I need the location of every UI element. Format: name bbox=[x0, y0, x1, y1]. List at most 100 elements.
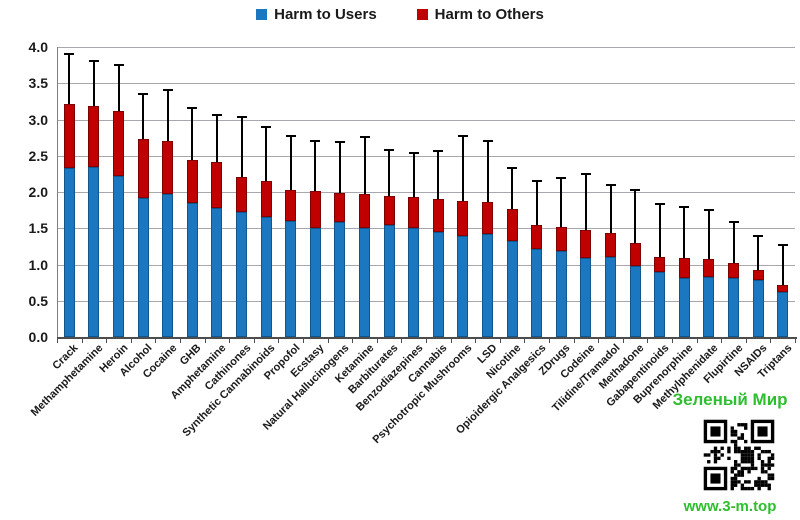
harm-to-others-segment bbox=[88, 105, 100, 168]
harm-to-others-segment bbox=[309, 191, 321, 228]
x-axis-tick bbox=[745, 339, 747, 343]
error-bar bbox=[461, 136, 464, 202]
bar-cocaine bbox=[162, 47, 174, 337]
error-bar bbox=[117, 65, 120, 111]
bar-benzodiazepines bbox=[408, 47, 420, 337]
error-bar-cap bbox=[507, 167, 518, 170]
error-bar bbox=[486, 141, 489, 203]
x-axis-tick bbox=[57, 339, 58, 343]
harm-to-others-segment bbox=[777, 284, 789, 293]
harm-to-users-segment bbox=[309, 227, 321, 337]
x-axis-tick bbox=[229, 339, 231, 343]
x-axis-line bbox=[57, 337, 797, 339]
error-bar-cap bbox=[64, 53, 75, 56]
y-tick-label: 3.0 bbox=[28, 111, 48, 128]
harm-to-users-segment bbox=[260, 216, 272, 337]
error-bar bbox=[215, 115, 218, 163]
legend: Harm to Users Harm to Others bbox=[0, 6, 800, 23]
bar-methylphenidate bbox=[703, 47, 715, 337]
harm-to-others-segment bbox=[285, 189, 297, 221]
users-legend-swatch bbox=[256, 9, 268, 20]
harm-to-users-segment bbox=[432, 231, 444, 337]
harm-to-users-segment bbox=[113, 176, 124, 337]
y-tick-label: 2.5 bbox=[28, 147, 48, 164]
bar-zdrugs bbox=[555, 47, 567, 337]
x-axis-tick bbox=[795, 339, 796, 343]
error-bar bbox=[584, 173, 587, 231]
x-axis-tick bbox=[426, 339, 427, 343]
gridline bbox=[57, 228, 795, 230]
harm-to-users-segment bbox=[359, 228, 370, 337]
y-tick-label: 3.5 bbox=[28, 75, 48, 92]
error-bar-cap bbox=[703, 209, 714, 212]
x-axis-tick bbox=[81, 339, 83, 343]
error-bar bbox=[511, 168, 514, 210]
error-bar bbox=[634, 189, 637, 243]
error-bar bbox=[707, 210, 710, 260]
harm-to-users-segment bbox=[63, 168, 75, 337]
bar-cannabis bbox=[432, 47, 444, 337]
watermark-url: www.3-m.top bbox=[683, 498, 777, 515]
x-axis-tick bbox=[376, 339, 378, 343]
bar-heroin bbox=[113, 47, 124, 337]
bar-ghb bbox=[186, 47, 198, 337]
x-axis-tick bbox=[524, 339, 526, 343]
harm-to-users-segment bbox=[408, 227, 420, 337]
x-axis-tick bbox=[327, 339, 329, 343]
error-bar-cap bbox=[408, 151, 419, 154]
x-axis-tick bbox=[253, 339, 255, 343]
bar-alcohol bbox=[137, 47, 149, 337]
harm-to-others-segment bbox=[186, 160, 198, 203]
harm-to-users-segment bbox=[580, 257, 592, 337]
error-bar-cap bbox=[310, 139, 321, 142]
bar-cathinones bbox=[236, 47, 247, 337]
harm-to-users-segment bbox=[728, 278, 739, 337]
bar-codeine bbox=[580, 47, 592, 337]
error-bar-cap bbox=[384, 148, 395, 151]
error-bar-cap bbox=[556, 177, 567, 180]
bar-natural-hallucinogens bbox=[334, 47, 346, 337]
y-tick-label: 0.0 bbox=[28, 329, 48, 345]
harm-to-others-segment bbox=[359, 194, 370, 229]
bar-synthetic-cannabinoids bbox=[260, 47, 272, 337]
error-bar bbox=[535, 181, 538, 225]
y-tick-label: 0.5 bbox=[28, 292, 48, 309]
harm-to-others-segment bbox=[334, 192, 346, 223]
error-bar bbox=[166, 89, 169, 142]
error-bar bbox=[658, 204, 661, 258]
error-bar bbox=[683, 207, 686, 258]
x-axis-tick bbox=[549, 339, 550, 343]
bar-barbiturates bbox=[383, 47, 395, 337]
x-axis-tick bbox=[696, 339, 698, 343]
x-axis-tick bbox=[573, 339, 575, 343]
x-axis-tick bbox=[204, 339, 206, 343]
x-axis-tick bbox=[180, 339, 181, 343]
error-bar-cap bbox=[359, 135, 370, 138]
harm-to-others-segment bbox=[236, 176, 247, 213]
error-bar-cap bbox=[777, 243, 788, 246]
harm-to-others-segment bbox=[752, 270, 764, 280]
harm-to-others-segment bbox=[432, 198, 444, 232]
error-bar bbox=[265, 127, 268, 182]
error-bar bbox=[388, 149, 391, 196]
harm-to-others-segment bbox=[211, 162, 223, 208]
error-bar-cap bbox=[334, 140, 345, 143]
harm-to-users-segment bbox=[137, 197, 149, 337]
bar-ecstasy bbox=[309, 47, 321, 337]
error-bar bbox=[757, 236, 760, 271]
bar-methamphetamine bbox=[88, 47, 100, 337]
harm-to-users-segment bbox=[162, 194, 174, 337]
harm-to-others-segment bbox=[555, 226, 567, 251]
error-bar-cap bbox=[728, 220, 739, 223]
error-bar-cap bbox=[88, 59, 99, 62]
error-bar bbox=[609, 184, 612, 233]
harm-to-users-segment bbox=[605, 256, 616, 337]
error-bar-cap bbox=[187, 106, 198, 109]
harm-to-users-segment bbox=[482, 234, 493, 337]
error-bar-cap bbox=[679, 206, 690, 209]
x-axis-tick bbox=[475, 339, 477, 343]
harm-to-others-segment bbox=[113, 110, 124, 177]
harm-to-users-segment bbox=[531, 248, 543, 337]
harm-to-others-segment bbox=[260, 181, 272, 217]
